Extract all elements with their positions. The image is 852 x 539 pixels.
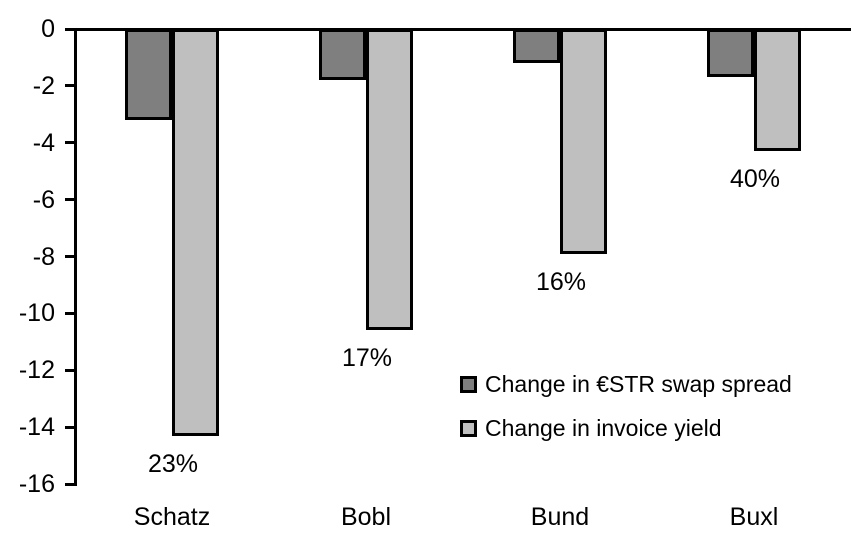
bar-invoice-yield-buxl [754,29,801,151]
y-axis-tick-label: -6 [32,185,55,214]
y-axis-tick [65,368,74,372]
data-label-schatz: 23% [148,450,199,478]
y-axis-tick [65,311,74,315]
category-label-bund: Bund [530,503,590,531]
bar-swap-spread-buxl [707,29,754,77]
y-axis-tick-label: -8 [32,242,55,271]
y-axis-tick [65,425,74,429]
legend-label-swap-spread: Change in €STR swap spread [485,371,792,397]
y-axis-tick-label: -4 [32,128,55,157]
y-axis-tick [65,482,74,486]
legend-item-invoice-yield: Change in invoice yield [460,415,722,441]
bar-invoice-yield-bund [560,29,607,254]
y-axis-tick-label: -2 [32,71,55,100]
y-axis-tick [65,198,74,202]
y-axis-tick-label: -14 [18,413,55,442]
category-label-bobl: Bobl [340,503,392,531]
y-axis-tick [65,255,74,259]
data-label-buxl: 40% [730,165,781,193]
bar-invoice-yield-bobl [366,29,413,330]
legend-swatch-invoice-yield-icon [460,419,477,437]
bar-swap-spread-schatz [125,29,172,120]
y-axis-tick [65,84,74,88]
data-label-bund: 16% [536,268,587,296]
category-label-buxl: Buxl [729,503,779,531]
bar-invoice-yield-schatz [172,29,219,436]
y-axis-tick-label: -10 [18,299,55,328]
data-label-bobl: 17% [342,344,393,372]
x-axis-line [74,27,851,31]
legend-item-swap-spread: Change in €STR swap spread [460,371,792,397]
bar-swap-spread-bobl [319,29,366,80]
y-axis-tick-label: -12 [18,356,55,385]
y-axis-line [74,27,77,486]
y-axis-tick [65,141,74,145]
category-label-schatz: Schatz [133,503,211,531]
legend-label-invoice-yield: Change in invoice yield [485,415,722,441]
legend-swatch-swap-spread-icon [460,375,477,393]
y-axis-tick-label: -16 [18,470,55,499]
y-axis-tick [65,27,74,31]
y-axis-tick-label: 0 [41,15,55,43]
bar-swap-spread-bund [513,29,560,63]
